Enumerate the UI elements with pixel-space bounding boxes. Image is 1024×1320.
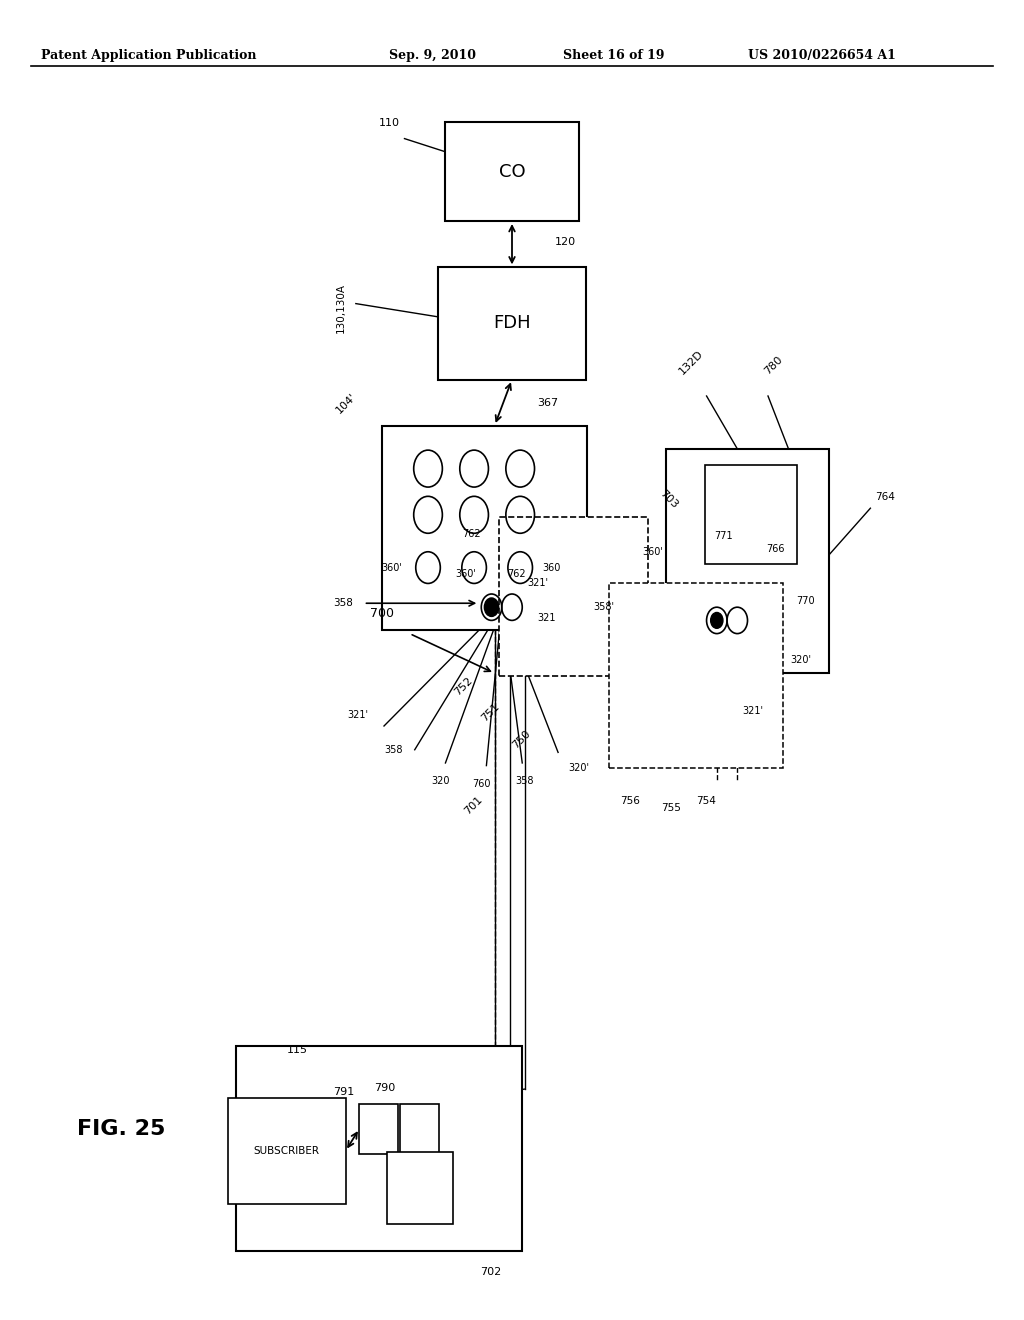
Text: 115: 115 bbox=[287, 1044, 308, 1055]
Bar bbox=[228, 1098, 346, 1204]
Text: 321': 321' bbox=[527, 578, 549, 589]
Text: FDH: FDH bbox=[494, 314, 530, 333]
Text: 770: 770 bbox=[797, 595, 815, 606]
Text: 130,130A: 130,130A bbox=[336, 282, 345, 333]
Bar bbox=[609, 583, 783, 768]
Bar bbox=[705, 465, 797, 565]
Text: 703: 703 bbox=[658, 488, 680, 511]
Text: 321': 321' bbox=[347, 710, 369, 721]
Bar bbox=[382, 425, 587, 631]
Bar bbox=[236, 1045, 522, 1251]
Text: 367: 367 bbox=[538, 397, 559, 408]
Text: 754: 754 bbox=[696, 796, 716, 807]
Text: 110: 110 bbox=[379, 117, 399, 128]
Text: CO: CO bbox=[499, 162, 525, 181]
Text: 358': 358' bbox=[593, 602, 614, 612]
Text: 764: 764 bbox=[876, 491, 895, 502]
Text: 701: 701 bbox=[463, 795, 484, 816]
Text: Patent Application Publication: Patent Application Publication bbox=[41, 49, 256, 62]
Text: 358: 358 bbox=[384, 744, 402, 755]
Text: 750: 750 bbox=[511, 729, 532, 750]
Text: 320': 320' bbox=[568, 763, 590, 774]
Text: 358: 358 bbox=[334, 598, 353, 609]
Text: 752: 752 bbox=[452, 676, 474, 697]
Text: 321: 321 bbox=[538, 612, 556, 623]
Text: 321': 321' bbox=[742, 706, 763, 717]
Text: 762: 762 bbox=[507, 569, 525, 579]
Text: 360': 360' bbox=[643, 546, 664, 557]
Text: 120: 120 bbox=[555, 236, 577, 247]
Bar bbox=[400, 1104, 439, 1154]
Text: 780: 780 bbox=[762, 354, 784, 376]
Text: 771: 771 bbox=[715, 531, 733, 541]
Text: 358: 358 bbox=[515, 776, 534, 787]
Text: 762: 762 bbox=[462, 528, 480, 539]
Text: FIG. 25: FIG. 25 bbox=[77, 1118, 165, 1139]
Bar bbox=[445, 121, 579, 220]
Text: 766: 766 bbox=[766, 544, 784, 554]
Bar bbox=[359, 1104, 398, 1154]
Text: 751: 751 bbox=[480, 702, 502, 723]
Text: 132D: 132D bbox=[677, 348, 706, 376]
Bar bbox=[386, 1151, 453, 1225]
Text: 790: 790 bbox=[374, 1082, 395, 1093]
Text: 360': 360' bbox=[456, 569, 476, 579]
Circle shape bbox=[711, 612, 723, 628]
Text: Sep. 9, 2010: Sep. 9, 2010 bbox=[389, 49, 476, 62]
Text: 756: 756 bbox=[621, 796, 640, 807]
Text: 104': 104' bbox=[334, 391, 358, 414]
Text: 320: 320 bbox=[431, 776, 450, 787]
Text: SUBSCRIBER: SUBSCRIBER bbox=[254, 1146, 319, 1156]
Text: 320': 320' bbox=[791, 655, 812, 665]
Text: 791: 791 bbox=[333, 1086, 354, 1097]
Text: Sheet 16 of 19: Sheet 16 of 19 bbox=[563, 49, 665, 62]
Circle shape bbox=[484, 598, 499, 616]
Bar bbox=[500, 517, 648, 676]
Text: 360': 360' bbox=[382, 562, 402, 573]
Text: 700: 700 bbox=[371, 607, 394, 620]
Text: 755: 755 bbox=[660, 803, 681, 813]
Bar bbox=[438, 267, 586, 380]
Text: US 2010/0226654 A1: US 2010/0226654 A1 bbox=[748, 49, 895, 62]
Text: 702: 702 bbox=[480, 1267, 502, 1276]
Text: 760: 760 bbox=[472, 779, 490, 789]
Text: 360: 360 bbox=[543, 562, 561, 573]
Bar bbox=[666, 449, 829, 673]
